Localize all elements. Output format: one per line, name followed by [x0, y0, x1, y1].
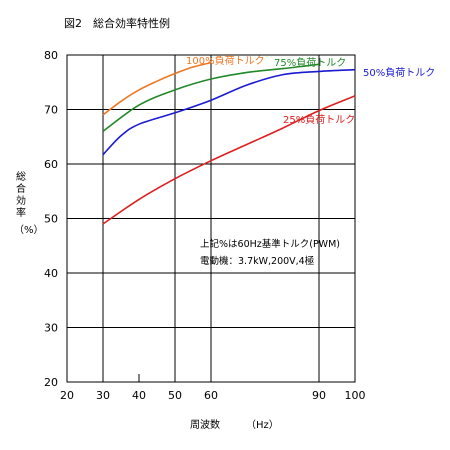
- y-tick-label-30: 30: [44, 322, 58, 335]
- x-axis-label-unit: （Hz）: [246, 420, 279, 431]
- x-tick-label-40: 40: [132, 389, 146, 402]
- y-tick-label-50: 50: [44, 213, 58, 226]
- x-tick-label-30: 30: [96, 389, 110, 402]
- x-tick-label-60: 60: [204, 389, 218, 402]
- y-tick-label-60: 60: [44, 158, 58, 171]
- series-label-3: 50%負荷トルク: [363, 67, 435, 79]
- x-tick-label-100: 100: [345, 389, 366, 402]
- figure-title: 図2 総合効率特性例: [64, 17, 170, 30]
- x-tick-label-50: 50: [168, 389, 182, 402]
- y-tick-label-80: 80: [44, 49, 58, 62]
- y-axis-label-text: 総合効率: [16, 172, 26, 219]
- series-line-2: [102, 63, 320, 132]
- series-line-3: [102, 68, 356, 156]
- series-line-1: [102, 61, 212, 116]
- x-axis-label-text: 周波数: [190, 420, 220, 431]
- series-line-4: [102, 95, 356, 225]
- series-label-2: 75%負荷トルク: [274, 57, 346, 69]
- series-label-1: 100%負荷トルク: [186, 55, 265, 67]
- x-tick-label-20: 20: [60, 389, 74, 402]
- chart-note-line-1: 上記%は60Hz基準トルク(PWM): [200, 239, 340, 250]
- series-label-4: 25%負荷トルク: [283, 114, 355, 126]
- x-tick-label-90: 90: [312, 389, 326, 402]
- chart-note-line-2: 電動機：3.7kW,200V,4極: [200, 256, 315, 267]
- y-tick-label-70: 70: [44, 104, 58, 117]
- x-axis-label: 周波数 （Hz）: [190, 416, 305, 431]
- y-tick-label-20: 20: [44, 376, 58, 389]
- y-tick-label-40: 40: [44, 267, 58, 280]
- chart-note: 上記%は60Hz基準トルク(PWM) 電動機：3.7kW,200V,4極: [200, 236, 340, 270]
